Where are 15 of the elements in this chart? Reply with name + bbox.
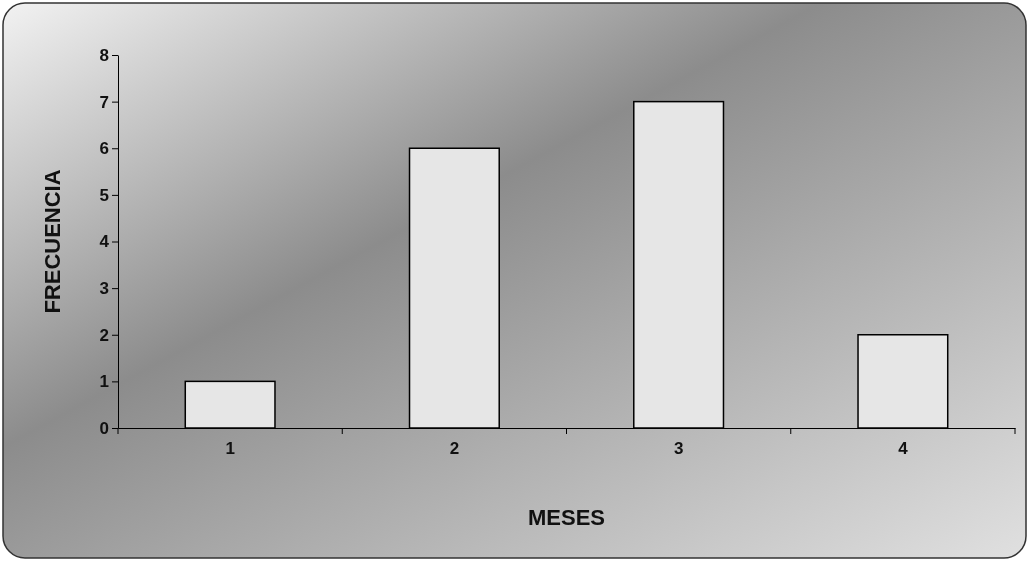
y-tick-label: 8	[99, 45, 109, 65]
y-tick-label: 0	[99, 418, 109, 438]
x-tick-label: 4	[898, 439, 909, 459]
y-tick-label: 2	[99, 325, 109, 345]
y-tick-label: 5	[99, 185, 109, 205]
y-tick-label: 3	[99, 279, 109, 299]
x-tick-label: 2	[449, 439, 460, 459]
y-axis-title: FRECUENCIA	[40, 169, 65, 314]
y-tick-label: 7	[99, 92, 109, 112]
y-tick-label: 4	[99, 232, 110, 252]
x-axis-title: MESES	[527, 505, 606, 530]
x-tick-label: 1	[225, 439, 235, 459]
x-tick-label: 3	[673, 439, 684, 459]
y-tick-label: 6	[99, 139, 109, 159]
y-tick-label: 1	[99, 372, 109, 392]
